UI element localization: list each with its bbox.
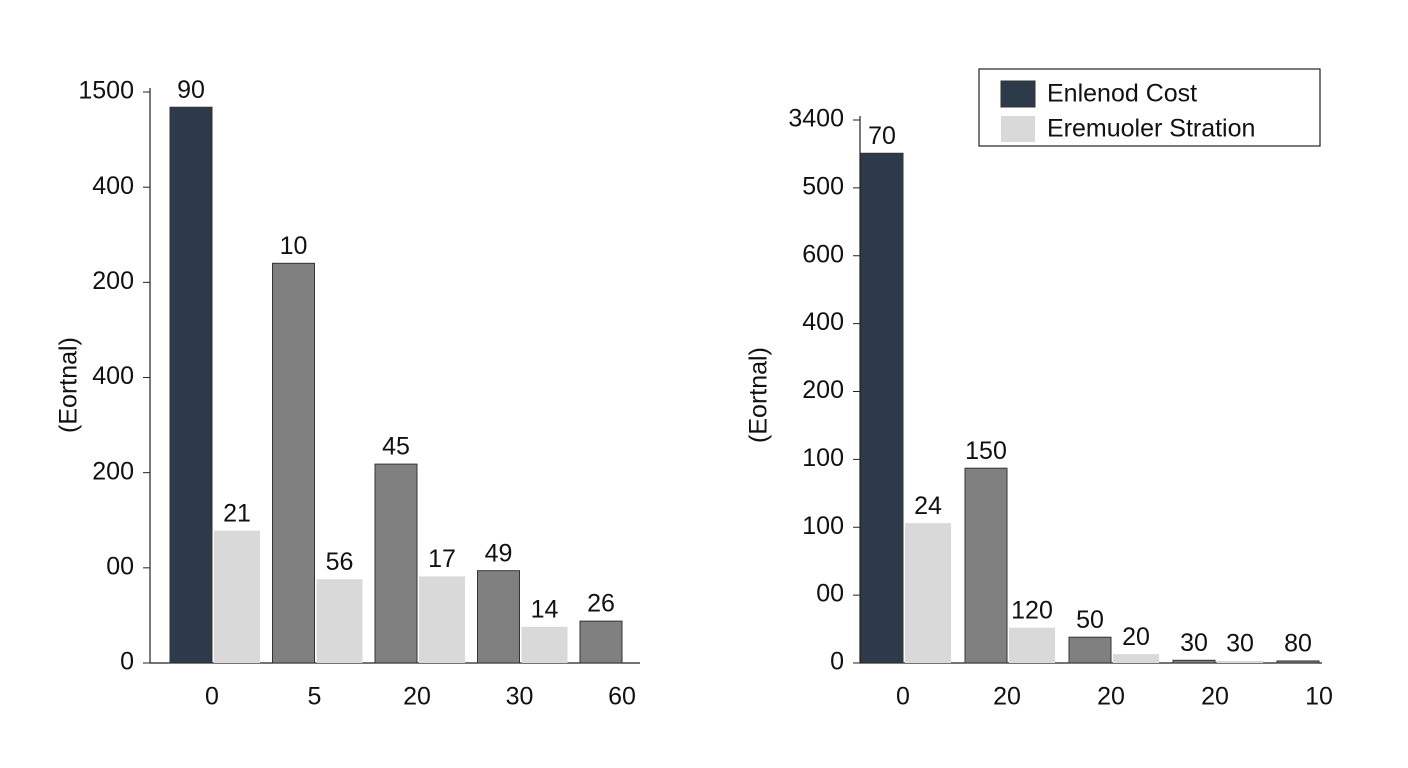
bar <box>905 523 951 663</box>
y-tick-label: 200 <box>802 376 844 404</box>
data-label: 80 <box>1284 630 1312 658</box>
bar <box>1276 660 1320 664</box>
data-label: 90 <box>177 76 205 104</box>
data-label: 50 <box>1076 606 1104 634</box>
data-label: 24 <box>914 492 942 520</box>
data-label: 21 <box>223 499 251 527</box>
x-tick-label: 20 <box>1097 683 1125 711</box>
bar <box>521 626 568 663</box>
bar <box>214 530 260 663</box>
data-label: 49 <box>485 539 513 567</box>
legend-swatch <box>1000 80 1036 108</box>
data-label: 30 <box>1180 629 1208 657</box>
y-tick-label: 600 <box>802 240 844 268</box>
y-tick-label: 200 <box>92 457 134 485</box>
y-tick-label: 400 <box>802 308 844 336</box>
data-label: 20 <box>1122 623 1150 651</box>
bar <box>860 152 904 664</box>
x-tick-label: 20 <box>993 683 1021 711</box>
y-tick-label: 500 <box>802 172 844 200</box>
y-tick-label: 1500 <box>78 77 134 105</box>
y-tick-label: 0 <box>830 648 844 676</box>
data-label: 120 <box>1011 596 1053 624</box>
y-tick-label: 200 <box>92 267 134 295</box>
y-tick-label: 3400 <box>788 105 844 133</box>
data-label: 30 <box>1226 630 1254 658</box>
bar <box>1172 659 1216 664</box>
x-tick-label: 20 <box>1201 683 1229 711</box>
x-tick-label: 0 <box>896 683 910 711</box>
y-axis-label: (Eortnal) <box>55 337 83 433</box>
legend-swatch <box>1001 116 1035 142</box>
y-tick-label: 100 <box>802 512 844 540</box>
legend-box <box>978 68 1321 147</box>
data-label: 70 <box>868 122 896 150</box>
data-label: 45 <box>382 433 410 461</box>
data-label: 56 <box>326 548 354 576</box>
bar <box>419 576 465 663</box>
y-tick-label: 100 <box>802 444 844 472</box>
bar <box>579 620 623 664</box>
data-label: 14 <box>531 595 559 623</box>
bar <box>169 106 213 664</box>
y-tick-label: 400 <box>92 172 134 200</box>
bar <box>964 467 1008 664</box>
bar <box>1217 660 1263 663</box>
data-label: 26 <box>587 590 615 618</box>
legend-label: Eremuoler Stration <box>1047 115 1255 143</box>
y-tick-label: 400 <box>92 362 134 390</box>
bar <box>316 579 363 663</box>
y-tick-label: 0 <box>120 648 134 676</box>
data-label: 150 <box>965 437 1007 465</box>
x-tick-label: 20 <box>403 683 431 711</box>
y-tick-label: 00 <box>106 552 134 580</box>
bar <box>1009 627 1055 663</box>
data-label: 10 <box>280 232 308 260</box>
data-label: 17 <box>428 545 456 573</box>
y-axis-label: (Eortnal) <box>745 347 773 443</box>
y-tick-label: 00 <box>816 580 844 608</box>
bar <box>1113 654 1159 663</box>
bar <box>374 463 418 664</box>
x-tick-label: 30 <box>506 683 534 711</box>
bar <box>477 570 520 664</box>
legend-label: Enlenod Cost <box>1047 80 1197 108</box>
x-tick-label: 10 <box>1305 683 1333 711</box>
bar <box>272 262 315 664</box>
bar <box>1068 636 1112 664</box>
x-tick-label: 5 <box>308 683 322 711</box>
x-tick-label: 60 <box>608 683 636 711</box>
x-tick-label: 0 <box>205 683 219 711</box>
